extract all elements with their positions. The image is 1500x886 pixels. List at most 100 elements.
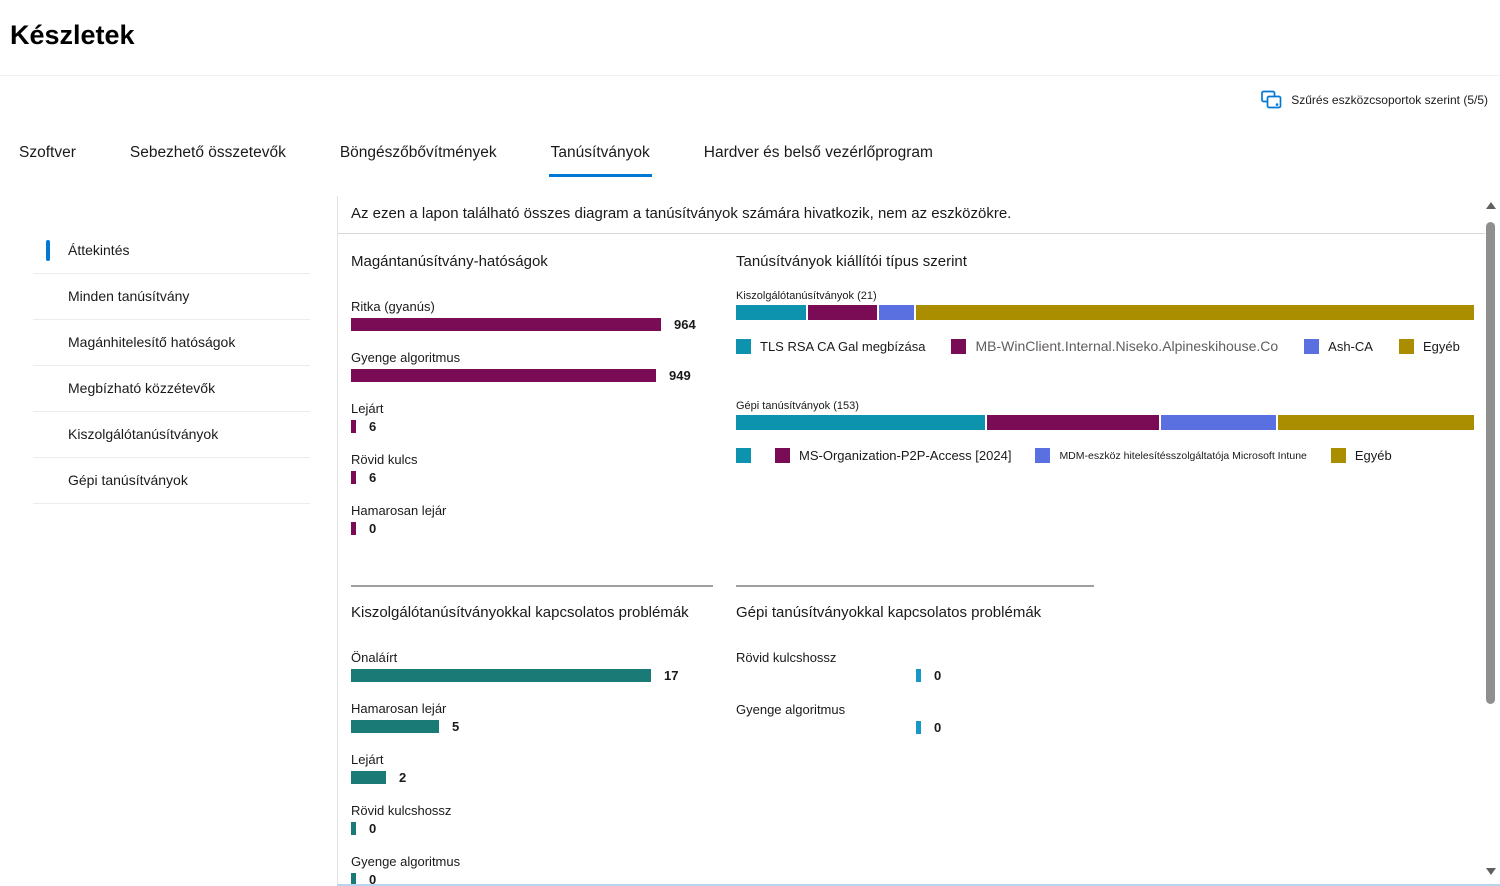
legend-swatch — [951, 338, 967, 354]
segment-mb-winclient-internal-niseko-alpineskihouse-co[interactable] — [807, 305, 878, 320]
sidebar-item-attekintes[interactable]: Áttekintés — [33, 228, 310, 274]
scrollbar-thumb[interactable] — [1486, 222, 1495, 704]
chevron-up-icon — [1486, 202, 1496, 209]
bar-label: Rövid kulcshossz — [351, 803, 452, 818]
bar-line: 0 — [351, 521, 713, 536]
legend-swatch — [775, 448, 790, 463]
legend-label: TLS RSA CA Gal megbízása — [760, 338, 926, 354]
filter-label: Szűrés eszközcsoportok szerint (5/5) — [1291, 92, 1488, 107]
segment-item[interactable] — [736, 415, 985, 430]
filter-device-groups-button[interactable]: Szűrés eszközcsoportok szerint (5/5) — [1261, 90, 1488, 109]
sidebar-nav: Áttekintés Minden tanúsítvány Magánhiteles… — [33, 228, 310, 504]
sidebar-item-megbizhato-kozzetevok[interactable]: Megbízható közzétevők — [33, 366, 310, 412]
tab-szoftver[interactable]: Szoftver — [19, 144, 76, 161]
tab-sebezheto-osszetevok[interactable]: Sebezhető összetevők — [129, 144, 286, 161]
bar-rovid-kulcshossz[interactable] — [351, 822, 356, 835]
bar-line: 0 — [916, 720, 1156, 735]
bar-value: 0 — [369, 521, 377, 536]
bar-row-hamarosan-lejar: Hamarosan lejár 0 — [351, 503, 713, 536]
sidebar-item-label: Magánhitelesítő hatóságok — [68, 334, 236, 350]
bar-label: Gyenge algoritmus — [351, 350, 461, 365]
content-bottom-border — [337, 884, 1500, 886]
segment-tls-rsa-ca-gal-megbizasa[interactable] — [736, 305, 806, 320]
bar-row-rovid-kulcshossz: Rövid kulcshossz 0 — [351, 803, 713, 836]
legend-item-tls-rsa-ca-gal-megbizasa: TLS RSA CA Gal megbízása — [736, 338, 926, 354]
bar-ritka-gyanus[interactable] — [351, 318, 661, 331]
bar-row-gyenge-algoritmus: Gyenge algoritmus 0 — [351, 854, 713, 886]
chart-private-cert-authorities: Magántanúsítvány-hatóságok Ritka (gyanús)… — [351, 253, 713, 587]
bar-lejart[interactable] — [351, 771, 386, 784]
bar-gyenge-algoritmus[interactable] — [351, 873, 356, 886]
bar-value: 964 — [674, 317, 696, 332]
stack-group-label: Kiszolgálótanúsítványok (21) — [736, 290, 877, 302]
vertical-scrollbar[interactable] — [1484, 196, 1498, 884]
legend-swatch — [736, 448, 751, 463]
sidebar-item-minden-tanusitvany[interactable]: Minden tanúsítvány — [33, 274, 310, 320]
bar-row-rovid-kulcshossz: Rövid kulcshossz 0 — [736, 650, 1156, 683]
legend-item-mb-winclient-internal-niseko-alpineskihouse-co: MB-WinClient.Internal.Niseko.Alpineskiho… — [951, 338, 1278, 354]
sidebar-item-gepi-tanusitvanyok[interactable]: Gépi tanúsítványok — [33, 458, 310, 504]
bar-hamarosan-lejar[interactable] — [351, 522, 356, 535]
legend-item-item — [736, 448, 751, 463]
bar-label: Hamarosan lejár — [351, 503, 447, 518]
chart-axis-line — [736, 585, 1094, 587]
bar-gyenge-algoritmus[interactable] — [916, 721, 921, 734]
bar-row-lejart: Lejárt 6 — [351, 401, 713, 434]
stack-group-label: Gépi tanúsítványok (153) — [736, 400, 859, 412]
segment-ash-ca[interactable] — [879, 305, 915, 320]
stack-group-kiszolgalotanusitvanyok-21: Kiszolgálótanúsítványok (21) TLS RSA CA G… — [736, 290, 1475, 354]
bar-label: Rövid kulcs — [351, 452, 418, 467]
tab-bongeszobovitmenyek[interactable]: Böngészőbővítmények — [339, 144, 497, 161]
bar-lejart[interactable] — [351, 420, 356, 433]
bar-value: 949 — [669, 368, 691, 383]
segment-mdm-eszkoz-hitelesitesszolgaltatoja-microsoft-intune[interactable] — [1161, 415, 1276, 430]
bar-rovid-kulcs[interactable] — [351, 471, 356, 484]
legend-item-egyeb: Egyéb — [1398, 338, 1460, 354]
bar-hamarosan-lejar[interactable] — [351, 720, 439, 733]
bar-row-onalairt: Önaláírt 17 — [351, 650, 713, 683]
scroll-up-button[interactable] — [1486, 202, 1496, 212]
bar-line: 6 — [351, 470, 713, 485]
sidebar-item-label: Kiszolgálótanúsítványok — [68, 426, 219, 442]
legend-label: MB-WinClient.Internal.Niseko.Alpineskiho… — [975, 338, 1279, 354]
content-divider — [338, 233, 1485, 234]
bar-label: Önaláírt — [351, 650, 398, 665]
selected-indicator — [46, 240, 50, 261]
stack-group-gepi-tanusitvanyok-153: Gépi tanúsítványok (153) MS-Organization-… — [736, 400, 1474, 463]
chevron-down-icon — [1486, 868, 1496, 875]
chart-axis-line — [351, 585, 713, 587]
bar-value: 0 — [369, 872, 377, 886]
bar-line: 964 — [351, 317, 713, 332]
sidebar-item-label: Áttekintés — [68, 242, 130, 258]
tab-hardver-es-belso-vezerloprogram[interactable]: Hardver és belső vezérlőprogram — [703, 144, 933, 161]
chart-server-certificate-issues: Kiszolgálótanúsítványokkal kapcsolatos p… — [351, 604, 713, 886]
legend-label: Ash-CA — [1328, 338, 1373, 354]
stacked-bar — [736, 415, 1474, 430]
segment-egyeb[interactable] — [916, 305, 1475, 320]
bar-value: 6 — [369, 419, 377, 434]
device-groups-filter-icon — [1261, 90, 1282, 109]
bar-label: Gyenge algoritmus — [736, 702, 846, 717]
sidebar-item-kiszolgalotanusitvanyok[interactable]: Kiszolgálótanúsítványok — [33, 412, 310, 458]
sidebar-item-maganhitelesito-hatosagok[interactable]: Magánhitelesítő hatóságok — [33, 320, 310, 366]
bar-onalairt[interactable] — [351, 669, 651, 682]
chart-title: Magántanúsítvány-hatóságok — [351, 253, 548, 270]
bar-label: Rövid kulcshossz — [736, 650, 837, 665]
bar-gyenge-algoritmus[interactable] — [351, 369, 656, 382]
bar-label: Ritka (gyanús) — [351, 299, 435, 314]
segment-ms-organization-p2p-access-2024[interactable] — [986, 415, 1160, 430]
bar-rovid-kulcshossz[interactable] — [916, 669, 921, 682]
chart-device-certificate-issues: Gépi tanúsítványokkal kapcsolatos problé… — [736, 604, 1156, 754]
content-area: Az ezen a lapon található összes diagram… — [337, 196, 1485, 886]
legend-label: MS-Organization-P2P-Access [2024] — [799, 448, 1012, 463]
bar-row-rovid-kulcs: Rövid kulcs 6 — [351, 452, 713, 485]
bar-line: 0 — [351, 872, 713, 886]
scroll-down-button[interactable] — [1486, 868, 1496, 878]
sidebar-item-label: Gépi tanúsítványok — [68, 472, 188, 488]
bar-label: Hamarosan lejár — [351, 701, 447, 716]
legend-item-mdm-eszkoz-hitelesitesszolgaltatoja-microsoft-intune: MDM-eszköz hitelesítésszolgáltatója Micr… — [1035, 448, 1307, 463]
bar-value: 0 — [934, 668, 942, 683]
chart-title: Tanúsítványok kiállítói típus szerint — [736, 253, 967, 270]
tab-tanusitvanyok[interactable]: Tanúsítványok — [548, 144, 652, 177]
segment-egyeb[interactable] — [1277, 415, 1474, 430]
